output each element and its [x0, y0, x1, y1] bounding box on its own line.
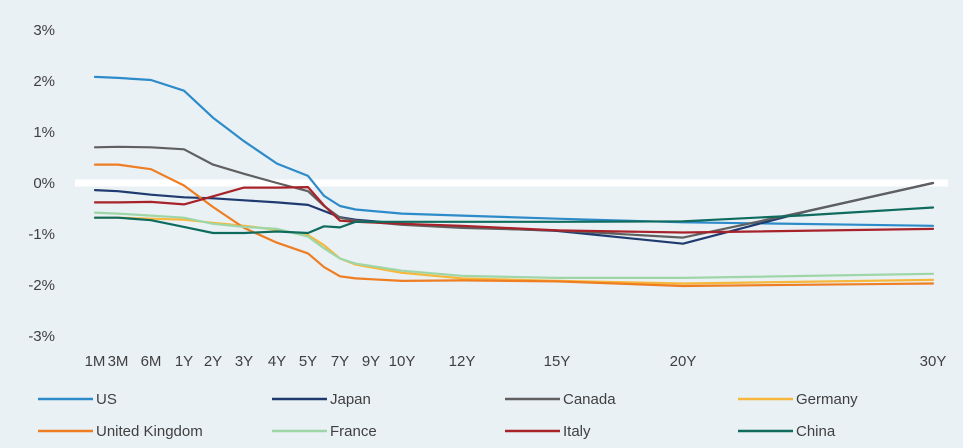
x-tick-label: 6M: [141, 353, 162, 370]
y-tick-label: 0%: [33, 175, 55, 192]
y-axis: 3% 2% 1% 0% -1% -2% -3%: [28, 22, 55, 345]
x-tick-label: 9Y: [362, 353, 380, 370]
legend-item-us: US: [38, 391, 117, 408]
x-tick-label: 5Y: [299, 353, 317, 370]
legend-item-united-kingdom: United Kingdom: [38, 423, 203, 440]
series-line-germany: [93, 216, 935, 285]
legend-label: France: [330, 423, 377, 440]
series-line-japan: [93, 181, 935, 245]
legend-label: China: [796, 423, 836, 440]
x-tick-label: 12Y: [449, 353, 476, 370]
y-tick-label: -2%: [28, 277, 55, 294]
x-axis: 1M 3M 6M 1Y 2Y 3Y 4Y 5Y 7Y 9Y 10Y 12Y 15Y 20Y 30Y: [85, 353, 947, 370]
x-tick-label: 20Y: [670, 353, 697, 370]
y-tick-label: -1%: [28, 226, 55, 243]
legend-item-canada: Canada: [505, 391, 616, 408]
legend: US Japan Canada Germany United Kingdom France…: [38, 391, 858, 440]
x-tick-label: 1Y: [175, 353, 193, 370]
x-tick-label: 10Y: [389, 353, 416, 370]
legend-item-china: China: [738, 423, 836, 440]
x-tick-label: 2Y: [204, 353, 222, 370]
x-tick-label: 4Y: [268, 353, 286, 370]
series-line-us: [93, 75, 935, 227]
legend-item-germany: Germany: [738, 391, 858, 408]
legend-label: Canada: [563, 391, 616, 408]
x-tick-label: 7Y: [331, 353, 349, 370]
legend-label: US: [96, 391, 117, 408]
legend-label: Germany: [796, 391, 858, 408]
series-line-united-kingdom: [93, 163, 935, 288]
y-tick-label: 2%: [33, 73, 55, 90]
legend-label: Japan: [330, 391, 371, 408]
x-tick-label: 15Y: [544, 353, 571, 370]
legend-item-france: France: [272, 423, 377, 440]
legend-item-italy: Italy: [505, 423, 591, 440]
series-line-china: [93, 206, 935, 235]
legend-item-japan: Japan: [272, 391, 371, 408]
x-tick-label: 3Y: [235, 353, 253, 370]
x-tick-label: 1M: [85, 353, 106, 370]
y-tick-label: -3%: [28, 328, 55, 345]
series-layer: [93, 75, 935, 288]
series-line-italy: [93, 186, 935, 234]
x-tick-label: 30Y: [920, 353, 947, 370]
legend-label: Italy: [563, 423, 591, 440]
series-line-france: [93, 211, 935, 279]
x-tick-label: 3M: [108, 353, 129, 370]
legend-label: United Kingdom: [96, 423, 203, 440]
y-tick-label: 3%: [33, 22, 55, 39]
y-tick-label: 1%: [33, 124, 55, 141]
